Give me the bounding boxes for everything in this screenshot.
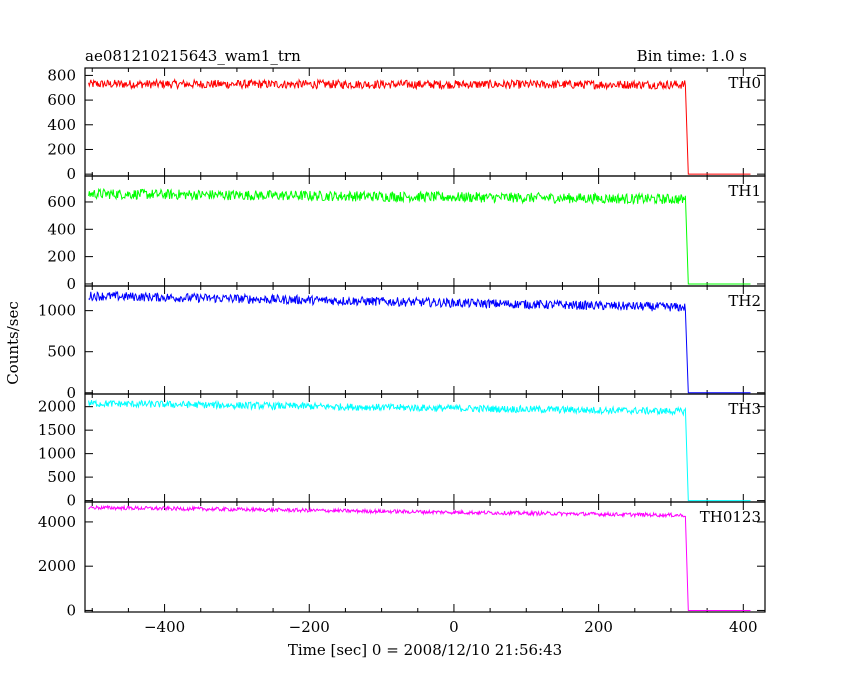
series-label-th2: TH2 [728, 292, 761, 310]
y-tick-label: 600 [47, 91, 76, 109]
y-tick-label: 0 [66, 601, 76, 619]
x-tick-label: −400 [144, 618, 185, 636]
panel-frame-th0123 [84, 501, 766, 613]
series-line-th3 [88, 399, 751, 502]
x-tick-label: −200 [289, 618, 330, 636]
series-line-th2 [88, 290, 751, 394]
y-tick-label: 2000 [38, 398, 76, 416]
series-line-th0 [88, 77, 751, 175]
series-label-th1: TH1 [728, 182, 761, 200]
series-line-th1 [88, 187, 751, 285]
series-line-th0123 [88, 504, 751, 611]
y-tick-label: 200 [47, 248, 76, 266]
series-label-th0123: TH0123 [700, 508, 761, 526]
figure-title: ae081210215643_wam1_trn [85, 47, 301, 65]
x-axis-label: Time [sec] 0 = 2008/12/10 21:56:43 [288, 641, 562, 659]
y-tick-label: 200 [47, 140, 76, 158]
y-axis-label: Counts/sec [4, 301, 22, 385]
y-tick-label: 500 [47, 343, 76, 361]
y-tick-label: 0 [66, 275, 76, 293]
series-label-th3: TH3 [728, 400, 761, 418]
y-tick-label: 400 [47, 220, 76, 238]
y-tick-label: 1500 [38, 421, 76, 439]
x-tick-label: 400 [729, 618, 758, 636]
y-tick-label: 0 [66, 384, 76, 402]
bin-time-label: Bin time: 1.0 s [637, 47, 747, 65]
y-tick-label: 0 [66, 165, 76, 183]
x-tick-label: 0 [449, 618, 459, 636]
x-tick-label: 200 [584, 618, 613, 636]
panel-frame-th2 [84, 285, 766, 395]
y-tick-label: 2000 [38, 557, 76, 575]
y-tick-label: 0 [66, 492, 76, 510]
panels: 0 200 400 600 800 TH0 0 200 400 600 TH1 0 500 1000 TH2… [38, 66, 766, 636]
y-tick-label: 500 [47, 468, 76, 486]
y-tick-label: 600 [47, 193, 76, 211]
y-tick-label: 1000 [38, 302, 76, 320]
y-tick-label: 4000 [38, 513, 76, 531]
series-label-th0: TH0 [728, 74, 761, 92]
y-tick-label: 400 [47, 116, 76, 134]
y-tick-label: 800 [47, 66, 76, 84]
y-tick-label: 1000 [38, 445, 76, 463]
